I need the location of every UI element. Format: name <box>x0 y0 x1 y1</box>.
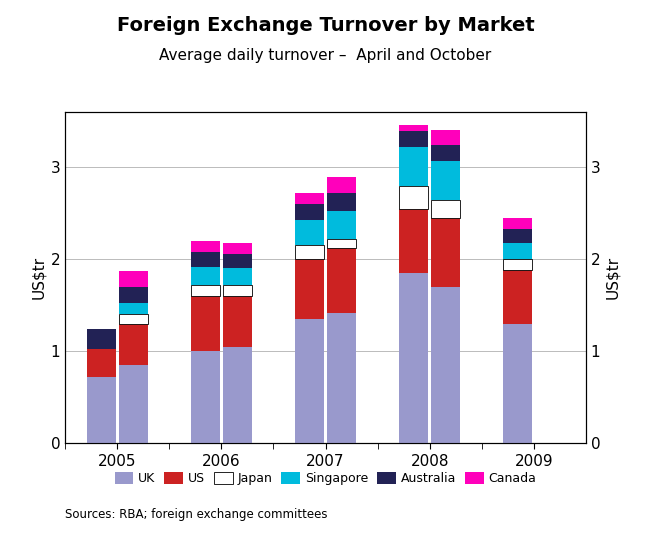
Bar <box>295 220 324 246</box>
Bar <box>191 296 220 351</box>
Bar <box>87 349 116 377</box>
Bar <box>399 131 428 147</box>
Bar <box>503 270 533 324</box>
Bar <box>118 271 148 287</box>
Bar <box>191 266 220 285</box>
Bar <box>327 177 356 193</box>
Bar <box>503 229 533 243</box>
Bar <box>503 324 533 443</box>
Text: Average daily turnover –  April and October: Average daily turnover – April and Octob… <box>159 48 492 63</box>
Legend: UK, US, Japan, Singapore, Australia, Canada: UK, US, Japan, Singapore, Australia, Can… <box>109 467 542 490</box>
Bar <box>431 145 460 161</box>
Bar <box>295 246 324 260</box>
Bar <box>223 268 252 285</box>
Bar <box>399 186 428 209</box>
Bar <box>399 147 428 186</box>
Bar <box>399 209 428 273</box>
Bar <box>223 254 252 268</box>
Bar <box>431 161 460 200</box>
Bar <box>431 287 460 443</box>
Bar <box>87 329 116 349</box>
Text: Foreign Exchange Turnover by Market: Foreign Exchange Turnover by Market <box>117 16 534 35</box>
Bar <box>295 204 324 220</box>
Bar <box>431 200 460 218</box>
Bar <box>118 324 148 365</box>
Bar <box>503 218 533 229</box>
Bar <box>223 285 252 296</box>
Bar <box>399 273 428 443</box>
Bar <box>399 125 428 131</box>
Bar <box>191 252 220 266</box>
Bar <box>223 296 252 347</box>
Bar <box>327 312 356 443</box>
Bar <box>327 211 356 239</box>
Bar <box>327 248 356 312</box>
Bar <box>327 193 356 211</box>
Bar <box>503 260 533 270</box>
Bar <box>295 260 324 319</box>
Bar <box>191 241 220 252</box>
Y-axis label: US$tr: US$tr <box>31 256 46 299</box>
Bar <box>87 377 116 443</box>
Bar <box>327 239 356 248</box>
Bar <box>223 347 252 443</box>
Bar <box>191 351 220 443</box>
Bar <box>295 193 324 204</box>
Bar <box>503 243 533 260</box>
Bar <box>431 218 460 287</box>
Bar <box>118 365 148 443</box>
Bar <box>191 285 220 296</box>
Bar <box>118 287 148 302</box>
Bar <box>223 243 252 254</box>
Y-axis label: US$tr: US$tr <box>605 256 620 299</box>
Bar <box>118 315 148 324</box>
Text: Sources: RBA; foreign exchange committees: Sources: RBA; foreign exchange committee… <box>65 508 327 521</box>
Bar <box>295 319 324 443</box>
Bar <box>118 302 148 315</box>
Bar <box>431 130 460 145</box>
